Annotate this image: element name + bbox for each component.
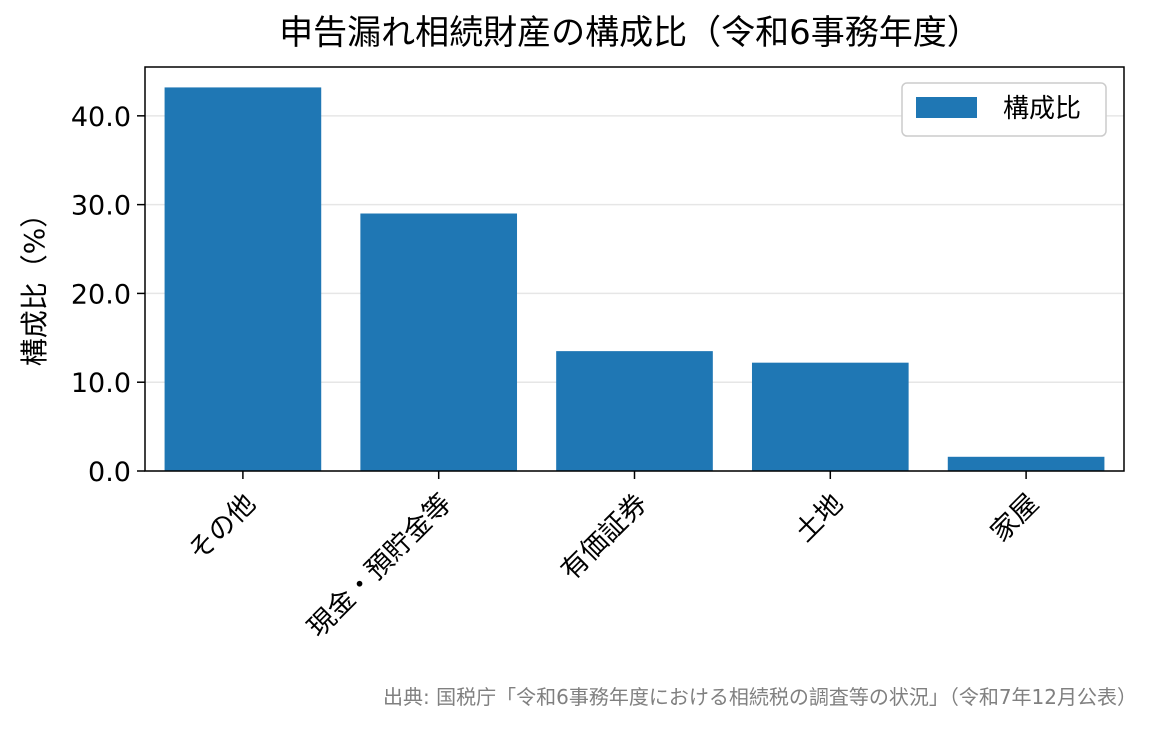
- bar: [360, 213, 518, 471]
- legend-label: 構成比: [1003, 94, 1081, 124]
- y-axis-title: 構成比（%）: [18, 200, 51, 367]
- y-tick-label: 10.0: [71, 368, 131, 399]
- y-tick-label: 20.0: [71, 279, 131, 310]
- legend-box: [901, 82, 1107, 137]
- legend-swatch: [916, 97, 977, 118]
- bar: [556, 351, 713, 471]
- bar: [751, 362, 909, 471]
- y-tick-label: 0.0: [88, 457, 131, 488]
- legend: 構成比: [901, 82, 1107, 137]
- source-note: 出典: 国税庁「令和6事務年度における相続税の調査等の状況」（令和7年12月公表…: [383, 685, 1137, 709]
- y-tick-label: 30.0: [71, 191, 131, 222]
- y-axis-ticks: 0.0 10.0 20.0 30.0 40.0: [71, 102, 145, 488]
- bars: [164, 87, 1105, 471]
- bar: [947, 456, 1105, 471]
- chart-title: 申告漏れ相続財産の構成比（令和6事務年度）: [279, 13, 981, 53]
- y-tick-label: 40.0: [71, 102, 131, 133]
- bar: [164, 87, 322, 471]
